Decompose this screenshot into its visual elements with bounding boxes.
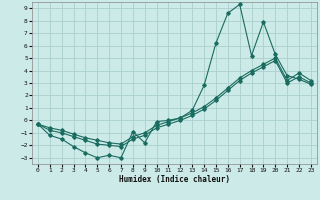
X-axis label: Humidex (Indice chaleur): Humidex (Indice chaleur) xyxy=(119,175,230,184)
